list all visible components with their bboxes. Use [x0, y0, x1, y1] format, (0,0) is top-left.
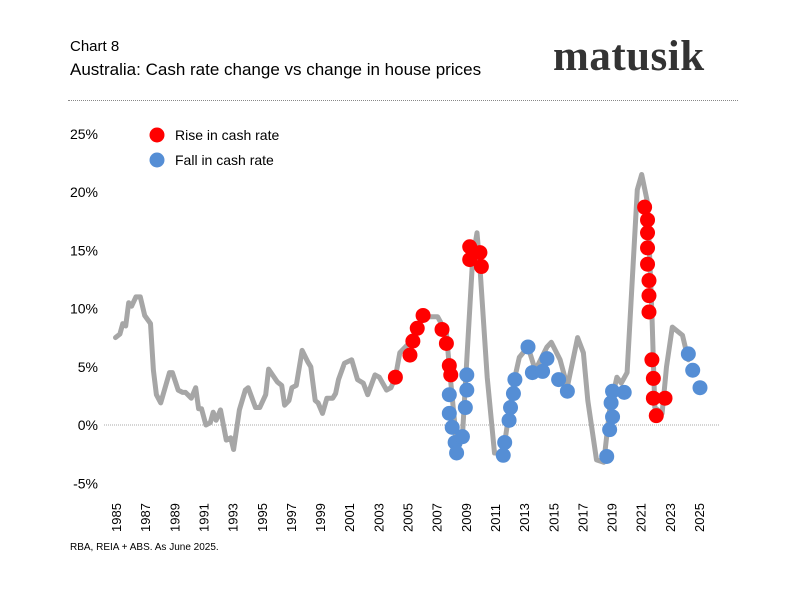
legend-marker	[149, 152, 165, 168]
fall-in-cash-rate-point	[454, 429, 470, 445]
y-tick-label: 5%	[78, 359, 98, 375]
fall-in-cash-rate-point	[602, 422, 618, 438]
chart-number: Chart 8	[70, 38, 120, 55]
rise-in-cash-rate-point	[434, 321, 450, 337]
rise-in-cash-rate-point	[443, 367, 459, 383]
x-tick-label: 2019	[605, 503, 620, 532]
y-tick-label: 15%	[70, 242, 98, 258]
fall-in-cash-rate-point	[559, 383, 575, 399]
x-tick-label: 2003	[371, 503, 386, 532]
x-tick-label: 2007	[430, 503, 445, 532]
source-note: RBA, REIA + ABS. As June 2025.	[70, 542, 219, 553]
rise-in-cash-rate-point	[472, 245, 488, 261]
x-tick-label: 2013	[517, 503, 532, 532]
fall-in-cash-rate-point	[501, 412, 517, 428]
fall-in-cash-rate-point	[503, 400, 519, 416]
header-divider	[68, 100, 738, 101]
matusik-logo: matusik	[553, 33, 705, 80]
fall-in-cash-rate-point	[692, 380, 708, 396]
fall-in-cash-rate-point	[539, 351, 555, 367]
rise-in-cash-rate-point	[641, 288, 657, 304]
x-tick-label: 2025	[692, 503, 707, 532]
rise-in-cash-rate-point	[415, 307, 431, 323]
fall-in-cash-rate-point	[459, 382, 475, 398]
x-tick-label: 1989	[167, 503, 182, 532]
rise-in-cash-rate-point	[645, 370, 661, 386]
x-tick-label: 2001	[342, 503, 357, 532]
legend-marker	[149, 127, 165, 143]
rise-in-cash-rate-point	[438, 335, 454, 351]
rise-in-cash-rate-point	[640, 212, 656, 228]
fall-in-cash-rate-point	[685, 362, 701, 378]
fall-in-cash-rate-point	[599, 448, 615, 464]
fall-in-cash-rate-point	[551, 372, 567, 388]
x-tick-label: 1999	[313, 503, 328, 532]
x-tick-label: 1995	[255, 503, 270, 532]
fall-in-cash-rate-point	[535, 363, 551, 379]
rise-in-cash-rate-point	[409, 320, 425, 336]
fall-in-cash-rate-point	[441, 387, 457, 403]
fall-in-cash-rate-point	[444, 419, 460, 435]
rise-in-cash-rate-point	[405, 333, 421, 349]
x-tick-label: 2015	[546, 503, 561, 532]
x-tick-label: 2023	[663, 503, 678, 532]
fall-in-cash-rate-point	[459, 367, 475, 383]
rise-in-cash-rate-point	[641, 304, 657, 320]
x-tick-label: 2021	[634, 503, 649, 532]
rise-in-cash-rate-point	[640, 256, 656, 272]
rise-in-cash-rate-point	[473, 259, 489, 275]
fall-in-cash-rate-point	[616, 384, 632, 400]
x-tick-label: 1985	[109, 503, 124, 532]
fall-in-cash-rate-point	[449, 445, 465, 461]
x-tick-label: 2017	[575, 503, 590, 532]
x-tick-label: 1993	[226, 503, 241, 532]
x-tick-label: 2011	[488, 504, 503, 532]
y-tick-label: 10%	[70, 301, 98, 317]
fall-in-cash-rate-point	[520, 339, 536, 355]
fall-in-cash-rate-point	[505, 386, 521, 402]
x-tick-label: 1997	[284, 503, 299, 532]
legend-label: Rise in cash rate	[175, 127, 279, 143]
fall-in-cash-rate-point	[441, 405, 457, 421]
x-tick-label: 2005	[401, 503, 416, 532]
fall-in-cash-rate-point	[507, 372, 523, 388]
rise-in-cash-rate-point	[644, 352, 660, 368]
x-tick-label: 1991	[196, 503, 211, 532]
fall-in-cash-rate-point	[497, 434, 513, 450]
legend-label: Fall in cash rate	[175, 152, 274, 168]
rise-in-cash-rate-point	[640, 240, 656, 256]
x-tick-label: 1987	[138, 503, 153, 532]
fall-in-cash-rate-point	[605, 409, 621, 425]
y-tick-label: 20%	[70, 184, 98, 200]
rise-in-cash-rate-point	[637, 199, 653, 215]
y-tick-label: -5%	[73, 475, 98, 491]
fall-in-cash-rate-point	[603, 395, 619, 411]
fall-in-cash-rate-point	[680, 346, 696, 362]
rise-in-cash-rate-point	[641, 273, 657, 289]
rise-in-cash-rate-point	[645, 390, 661, 406]
house-price-change-line	[113, 172, 691, 465]
rise-in-cash-rate-point	[648, 408, 664, 424]
y-tick-label: 25%	[70, 126, 98, 142]
rise-in-cash-rate-point	[387, 369, 403, 385]
rise-in-cash-rate-point	[640, 225, 656, 241]
fall-in-cash-rate-point	[605, 383, 621, 399]
rise-in-cash-rate-point	[657, 390, 673, 406]
x-tick-label: 2009	[459, 503, 474, 532]
rise-in-cash-rate-point	[402, 347, 418, 363]
y-tick-label: 0%	[78, 417, 98, 433]
fall-in-cash-rate-point	[495, 447, 511, 463]
chart-title: Australia: Cash rate change vs change in…	[70, 60, 482, 79]
fall-in-cash-rate-point	[457, 400, 473, 416]
